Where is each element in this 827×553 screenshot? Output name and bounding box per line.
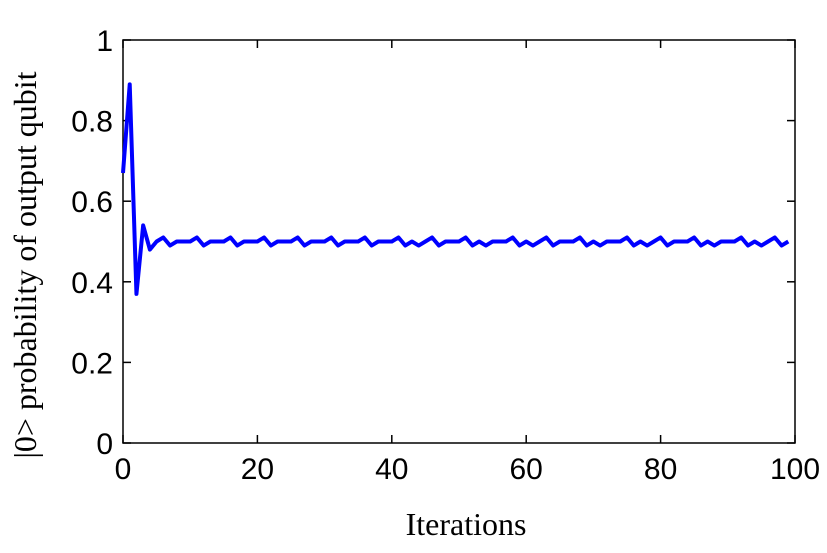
line-series [121, 82, 790, 296]
x-tick-label: 20 [241, 453, 274, 486]
y-tick-label: 0.8 [71, 106, 113, 139]
x-tick-label: 100 [770, 453, 820, 486]
x-tick-label: 80 [644, 453, 677, 486]
y-axis-label: |0> probability of output qubit [7, 71, 43, 458]
y-tick-label: 0.2 [71, 347, 113, 380]
plot-frame [122, 39, 796, 444]
y-tick-label: 0 [96, 428, 113, 461]
x-axis-label: Iterations [406, 506, 527, 542]
x-tick-label: 0 [115, 453, 132, 486]
x-tick-label: 60 [510, 453, 543, 486]
y-tick-label: 1 [96, 25, 113, 58]
x-tick-label: 40 [375, 453, 408, 486]
y-tick-label: 0.6 [71, 186, 113, 219]
y-tick-label: 0.4 [71, 267, 113, 300]
